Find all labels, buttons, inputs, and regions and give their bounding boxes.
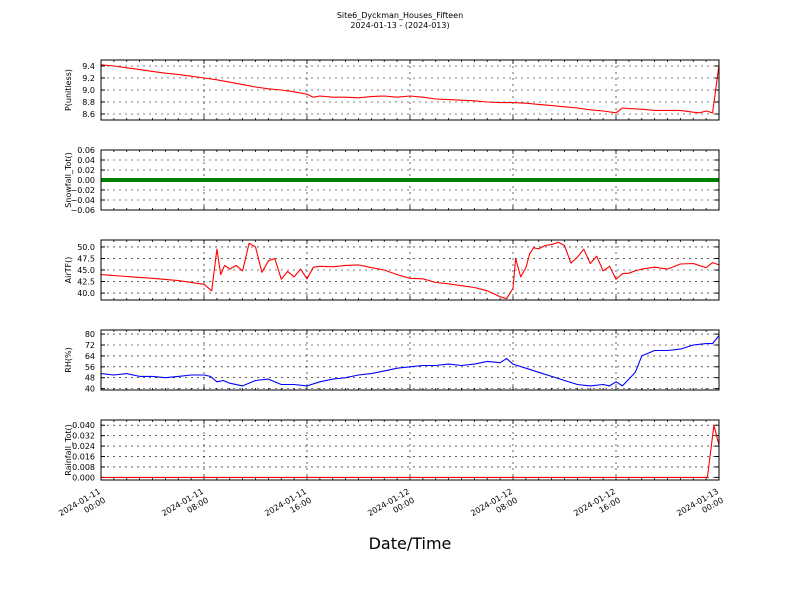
y-tick-label: 50.0 [77,243,95,252]
y-tick-label: 64 [85,352,95,361]
axes-frame [100,149,720,211]
x-tick-label: 2024-01-1208:00 [469,487,519,527]
y-tick-label: 0.024 [72,442,95,451]
y-axis-label: Snowfall_Tot() [64,152,73,208]
data-series-line [100,64,720,114]
panel-air-temperature: 40.0 42.5 45.0 47.5 50.0 AirTF() [64,239,720,301]
y-tick-label: 0.000 [72,473,95,482]
y-tick-label: −0.02 [70,186,95,195]
y-tick-label: 48 [85,374,95,383]
y-axis-label: Rainfall_Tot() [64,424,73,476]
chart-title-line-2: 2024-01-13 - (2024-013) [350,21,450,30]
y-tick-label: 40 [85,385,95,394]
y-tick-label: 9.0 [82,86,95,95]
y-tick-label: 45.0 [77,266,95,275]
x-tick-label: 2024-01-1108:00 [160,487,210,527]
x-tick-label: 2024-01-1300:00 [675,487,725,527]
axes-frame [100,59,720,121]
panel-pressure: 8.6 8.8 9.0 9.2 9.4 P(unitless) [64,59,720,121]
axes-frame [100,239,720,301]
x-tick-label: 2024-01-1100:00 [57,487,107,527]
y-tick-label: 80 [85,330,95,339]
y-axis-label: P(unitless) [64,69,73,111]
y-tick-label: −0.06 [70,206,95,215]
y-tick-label: 40.0 [77,289,95,298]
y-tick-label: 0.02 [77,166,95,175]
panel-relative-humidity: 40 48 56 64 72 80 RH(%) [64,329,720,394]
y-axis-label: RH(%) [64,347,73,372]
y-tick-label: 0.00 [77,176,95,185]
y-axis-label: AirTF() [64,257,73,284]
y-tick-label: 42.5 [77,278,95,287]
x-tick-label: 2024-01-1216:00 [572,487,622,527]
y-tick-label: 0.04 [77,156,95,165]
y-tick-label: 8.8 [82,98,95,107]
y-tick-label: 8.6 [82,110,95,119]
y-tick-label: 0.040 [72,421,95,430]
axes-frame [100,329,720,391]
axes-frame [100,419,720,481]
y-tick-label: 0.06 [77,146,95,155]
y-tick-label: 9.4 [82,62,95,71]
chart-title-line-1: Site6_Dyckman_Houses_Fifteen [336,11,464,20]
data-series-line [101,424,720,478]
x-axis-label: Date/Time [368,534,452,553]
y-tick-label: 72 [85,341,95,350]
y-tick-label: 0.008 [72,463,95,472]
x-axis-tick-labels: 2024-01-1100:00 2024-01-1108:00 2024-01-11… [57,487,725,527]
y-tick-label: −0.04 [70,196,95,205]
y-tick-label: 47.5 [77,254,95,263]
x-tick-label: 2024-01-1200:00 [366,487,416,527]
panel-snowfall: −0.06−0.04−0.020.000.020.040.06 Snowfall_… [64,146,720,215]
y-tick-label: 0.032 [72,432,95,441]
data-series-line [100,241,720,300]
y-tick-label: 56 [85,363,95,372]
data-series-line [100,335,720,387]
y-tick-label: 9.2 [82,74,95,83]
y-tick-label: 0.016 [72,453,95,462]
x-tick-label: 2024-01-1116:00 [263,487,313,527]
